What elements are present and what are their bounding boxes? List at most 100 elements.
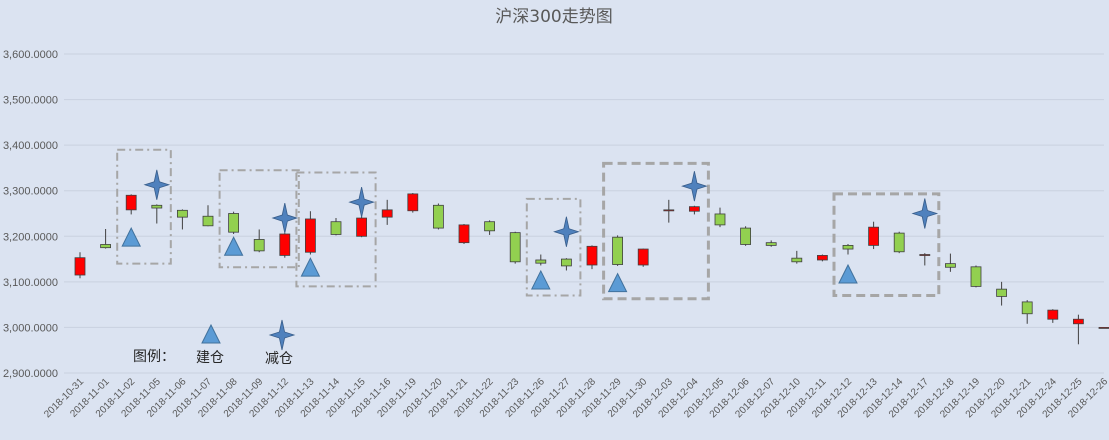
candle-body [663, 209, 675, 212]
candle-body [714, 213, 726, 226]
legend-sell-label: 减仓 [265, 351, 293, 367]
candle-body [458, 224, 470, 244]
candle-body [304, 218, 316, 253]
signals [121, 169, 939, 293]
candle-body [535, 259, 547, 264]
candle [586, 245, 598, 270]
candle [791, 250, 803, 264]
legend-sell-icon [268, 319, 296, 351]
candle-body [868, 226, 879, 246]
highlight-box [602, 161, 710, 301]
candle-body [151, 204, 163, 209]
candle [432, 203, 444, 230]
candle-body [484, 221, 496, 232]
sell-signal-marker [348, 187, 375, 218]
candle [637, 248, 649, 267]
candle [663, 199, 675, 223]
candle [407, 192, 419, 213]
candle-body [689, 206, 700, 212]
candle-body [1021, 301, 1033, 315]
y-axis-ticks: 3,600.0000 3,500.0000 3,400.0000 3,300.0000… [3, 49, 58, 380]
highlight-boxes [116, 148, 941, 301]
buy-signal-marker [838, 263, 858, 284]
candle-body [1098, 327, 1109, 329]
legend: 图例： 建仓 减仓 [133, 319, 296, 367]
candle-body [637, 248, 649, 266]
candle-body [1073, 318, 1084, 325]
sell-signal-marker [143, 169, 171, 200]
candle-body [1047, 309, 1059, 320]
candle [714, 207, 726, 228]
candle [868, 221, 879, 250]
y-tick-label: 3,100.0000 [3, 277, 58, 289]
candle [1098, 327, 1109, 329]
buy-signal-marker [223, 236, 244, 256]
candle [970, 265, 982, 288]
y-tick-label: 3,300.0000 [3, 186, 58, 198]
y-tick-label: 3,000.0000 [3, 322, 58, 334]
candle-body [561, 258, 572, 267]
y-tick-label: 3,200.0000 [3, 231, 58, 243]
candle-body [612, 236, 623, 265]
gridlines [64, 53, 1104, 374]
candle [561, 258, 572, 271]
chart-title: 沪深300走势图 [495, 7, 612, 27]
candles [74, 192, 1109, 345]
candle [945, 253, 956, 272]
highlight-box [832, 192, 941, 298]
candle-body [202, 215, 214, 227]
candle-body [817, 255, 828, 261]
candle [765, 240, 777, 247]
y-tick-label: 2,900.0000 [3, 368, 58, 380]
candle [304, 211, 316, 255]
candle [381, 199, 393, 225]
candle-body [100, 244, 111, 249]
highlight-box [116, 148, 172, 265]
sell-signal-marker [553, 216, 580, 247]
candle [1021, 300, 1033, 324]
candle-body [330, 221, 342, 235]
candle [228, 211, 240, 235]
legend-buy-icon [201, 323, 221, 344]
candle-body [509, 232, 521, 263]
sell-signal-marker [271, 202, 299, 234]
sell-signal-marker [681, 171, 708, 202]
candle-body [919, 254, 931, 256]
candle-body [586, 245, 598, 266]
candle-body [381, 209, 393, 218]
highlight-box [218, 169, 300, 269]
candle [125, 194, 137, 215]
candle-body [176, 209, 188, 218]
sell-signal-marker [911, 198, 939, 229]
candle [330, 218, 342, 236]
buy-signal-marker [530, 269, 551, 290]
candle-body [74, 257, 86, 276]
candle [100, 228, 111, 249]
candle-body [740, 227, 751, 245]
candle [509, 231, 521, 264]
buy-signal-marker [607, 272, 628, 293]
candle-body [996, 288, 1007, 297]
candle [356, 216, 368, 238]
candle [458, 223, 470, 245]
candle [996, 281, 1007, 306]
highlight-box [525, 197, 582, 297]
x-axis-ticks: 2018-10-312018-11-012018-11-022018-11-05… [42, 376, 1109, 420]
candle [74, 252, 86, 279]
candle [817, 254, 828, 262]
buy-signal-marker [121, 226, 142, 247]
buy-signal-marker [300, 257, 321, 277]
candle-body [432, 204, 444, 229]
candle [535, 254, 547, 266]
candle [253, 229, 265, 253]
candle [176, 209, 188, 230]
y-tick-label: 3,400.0000 [3, 140, 58, 152]
candle-body [842, 244, 854, 250]
candle [202, 205, 214, 227]
highlight-box [295, 171, 377, 288]
candle-body [253, 239, 265, 252]
candle [919, 253, 931, 266]
candle [740, 226, 751, 246]
legend-label: 图例： [133, 349, 175, 365]
